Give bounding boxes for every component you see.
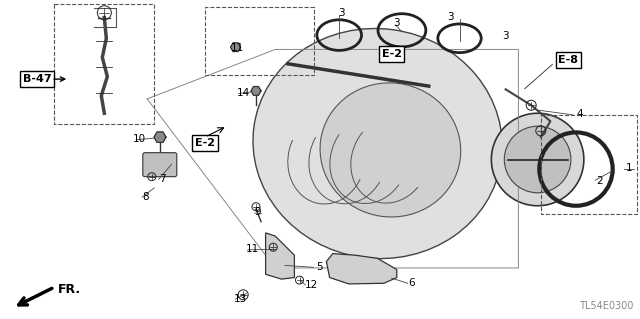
Text: 13: 13 (234, 294, 247, 304)
Polygon shape (230, 43, 241, 52)
Text: E-2: E-2 (195, 138, 215, 148)
Text: 9: 9 (255, 207, 261, 217)
Circle shape (504, 126, 571, 193)
Text: 3: 3 (338, 8, 344, 18)
Polygon shape (266, 233, 294, 279)
Polygon shape (154, 132, 166, 142)
Text: 3: 3 (502, 31, 508, 41)
Ellipse shape (253, 28, 502, 259)
Text: 7: 7 (159, 174, 165, 184)
Text: 4: 4 (576, 109, 582, 119)
Bar (205, 7, 314, 75)
Text: 3: 3 (447, 11, 453, 22)
Text: 5: 5 (316, 262, 323, 272)
Text: 10: 10 (133, 134, 147, 144)
Text: FR.: FR. (58, 283, 81, 296)
FancyBboxPatch shape (143, 153, 177, 177)
Text: 3: 3 (393, 18, 399, 28)
Ellipse shape (320, 83, 461, 217)
Text: 12: 12 (305, 280, 318, 290)
Text: 2: 2 (596, 176, 603, 186)
Text: TL54E0300: TL54E0300 (579, 301, 634, 311)
Circle shape (492, 113, 584, 206)
Bar (541, 115, 637, 214)
Text: 11: 11 (230, 43, 244, 53)
Polygon shape (251, 86, 261, 95)
Text: B-47: B-47 (23, 74, 51, 84)
Text: 1: 1 (626, 163, 632, 174)
Text: 11: 11 (246, 244, 259, 255)
Text: 8: 8 (142, 192, 148, 202)
Text: E-2: E-2 (381, 49, 402, 59)
Text: 6: 6 (408, 278, 415, 288)
Bar (54, 4, 154, 124)
Text: 14: 14 (237, 88, 250, 98)
Polygon shape (326, 254, 397, 284)
Text: E-8: E-8 (558, 55, 579, 65)
